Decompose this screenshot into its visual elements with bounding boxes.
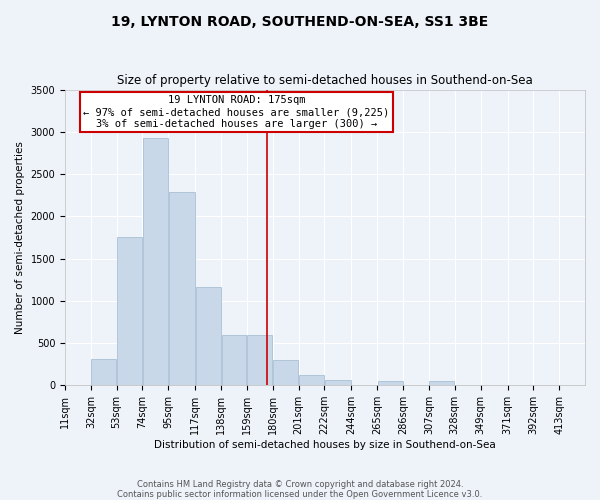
Bar (325, 380, 351, 385)
Bar (196, 287, 221, 385)
Text: 19 LYNTON ROAD: 175sqm
← 97% of semi-detached houses are smaller (9,225)
3% of s: 19 LYNTON ROAD: 175sqm ← 97% of semi-det… (83, 96, 390, 128)
Bar (143, 138, 168, 385)
Y-axis label: Number of semi-detached properties: Number of semi-detached properties (15, 141, 25, 334)
Bar (299, 375, 324, 385)
Bar (247, 336, 272, 385)
Bar (430, 381, 454, 385)
Bar (378, 380, 403, 385)
Title: Size of property relative to semi-detached houses in Southend-on-Sea: Size of property relative to semi-detach… (117, 74, 533, 87)
Text: Contains HM Land Registry data © Crown copyright and database right 2024.
Contai: Contains HM Land Registry data © Crown c… (118, 480, 482, 499)
X-axis label: Distribution of semi-detached houses by size in Southend-on-Sea: Distribution of semi-detached houses by … (154, 440, 496, 450)
Bar (221, 336, 247, 385)
Text: 19, LYNTON ROAD, SOUTHEND-ON-SEA, SS1 3BE: 19, LYNTON ROAD, SOUTHEND-ON-SEA, SS1 3B… (112, 15, 488, 29)
Bar (169, 192, 195, 385)
Bar (117, 238, 142, 385)
Bar (91, 359, 116, 385)
Bar (273, 360, 298, 385)
